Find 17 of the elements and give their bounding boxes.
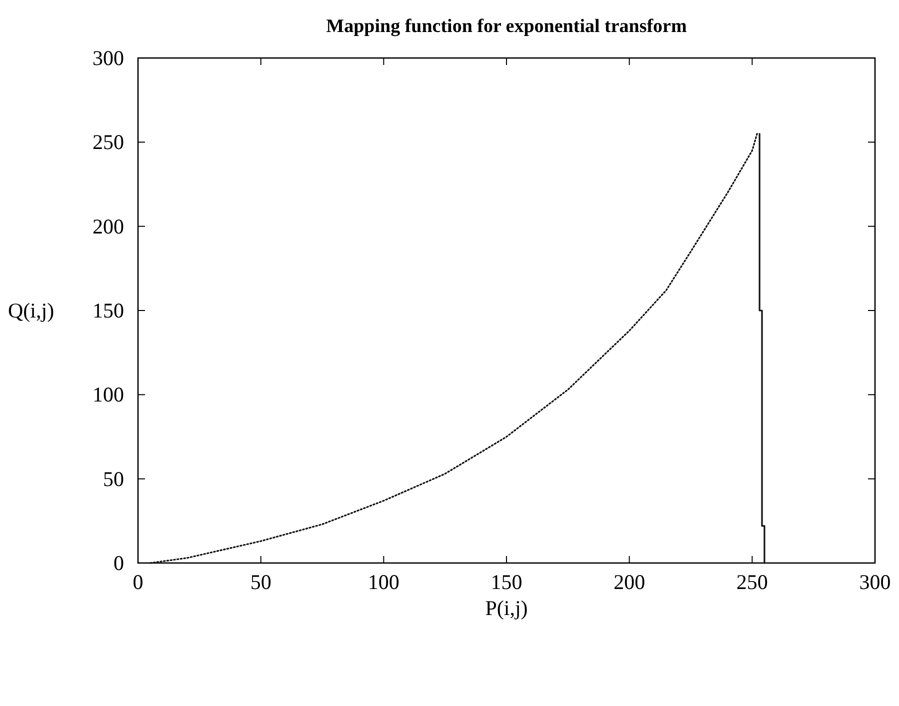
x-tick-label: 150 xyxy=(490,570,522,594)
chart-title: Mapping function for exponential transform xyxy=(326,16,687,37)
x-axis-title: P(i,j) xyxy=(485,596,528,620)
y-tick-label: 250 xyxy=(92,130,124,154)
x-tick-label: 300 xyxy=(859,570,891,594)
x-tick-label: 100 xyxy=(368,570,400,594)
y-tick-label: 200 xyxy=(92,214,124,238)
y-axis-title: Q(i,j) xyxy=(8,298,54,322)
x-tick-label: 250 xyxy=(736,570,768,594)
y-tick-label: 150 xyxy=(92,298,124,322)
y-tick-label: 100 xyxy=(92,382,124,407)
x-tick-label: 0 xyxy=(132,570,144,594)
y-tick-label: 50 xyxy=(103,466,124,491)
x-tick-label: 200 xyxy=(614,570,646,594)
x-tick-label: 50 xyxy=(250,570,272,594)
y-tick-label: 0 xyxy=(114,551,124,575)
y-tick-label: 300 xyxy=(92,46,124,70)
